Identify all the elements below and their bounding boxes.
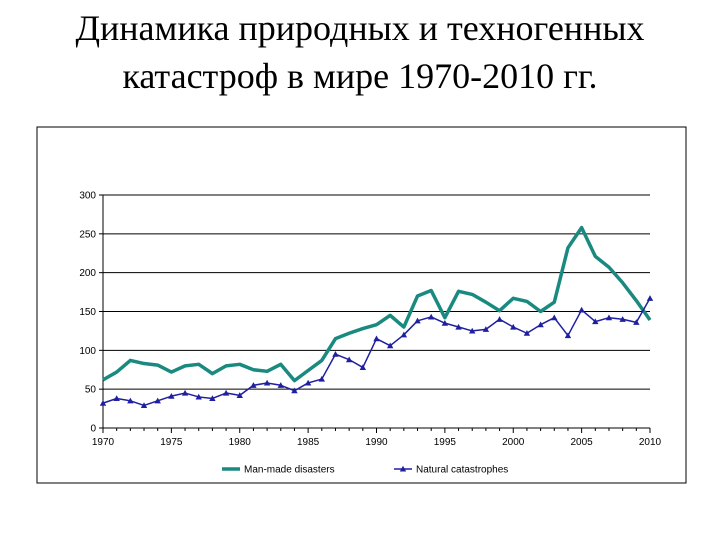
series-2-point-1992 [400, 331, 408, 338]
series-2-point-1979 [222, 389, 230, 396]
x-tick-label-1980: 1980 [229, 437, 252, 448]
series-2-point-1989 [359, 364, 367, 370]
series-2-point-1982 [263, 379, 271, 386]
series-2-point-2003 [551, 314, 558, 321]
y-tick-label-50: 50 [85, 385, 97, 396]
series-2-point-1986 [318, 375, 325, 382]
series-2-point-2004 [564, 332, 572, 339]
x-tick-label-2000: 2000 [502, 437, 525, 448]
chart-title-line-1: Динамика природных и техногенных [75, 8, 645, 48]
x-tick-label-1985: 1985 [297, 437, 320, 448]
series-2-point-1993 [414, 317, 421, 324]
series-2-point-1983 [277, 382, 284, 388]
y-tick-label-150: 150 [79, 307, 96, 318]
series-2-point-1990 [373, 335, 380, 342]
series-2-point-1998 [482, 326, 490, 332]
chart-title-line-2: катастроф в мире 1970-2010 гг. [122, 56, 598, 96]
series-2-point-2002 [537, 321, 544, 328]
series-2-point-1981 [250, 382, 257, 388]
series-2-point-1994 [428, 313, 435, 320]
gridlines [103, 194, 650, 390]
series-2-point-1972 [127, 397, 134, 404]
x-tick-label-2005: 2005 [571, 437, 594, 448]
x-tick-label-1990: 1990 [365, 437, 388, 448]
x-tick-labels: 1970 1975 1980 1985 1990 1995 2000 2005 2010 [92, 437, 662, 448]
series-2-point-1985 [304, 379, 312, 386]
series-2-point-1999 [496, 316, 503, 322]
series-2-point-2005 [578, 306, 585, 313]
y-tick-label-300: 300 [79, 191, 96, 202]
y-tick-label-100: 100 [79, 346, 96, 357]
series-2-point-1996 [455, 323, 462, 330]
series-2-point-1984 [291, 387, 298, 394]
legend-label-1: Man-made disasters [244, 465, 335, 476]
series-2-point-1978 [209, 395, 216, 402]
series-2-point-1988 [345, 356, 353, 363]
legend-marker-2 [399, 465, 407, 472]
series-2-point-1975 [168, 392, 175, 399]
y-tick-labels: 0 50 100 150 200 250 300 [79, 191, 96, 435]
chart-title: Динамика природных и техногенных катастр… [0, 4, 720, 100]
series-line-1 [102, 225, 652, 383]
y-tick-label-0: 0 [90, 424, 96, 435]
series-2-point-1995 [441, 319, 449, 326]
series-2-point-1991 [386, 342, 394, 349]
y-tick-label-250: 250 [79, 229, 96, 240]
chart-area-border [36, 126, 687, 484]
x-tick-label-2010: 2010 [639, 437, 662, 448]
series-2-point-1980 [236, 392, 243, 398]
series-2-point-2001 [523, 330, 531, 336]
series-2-point-2008 [619, 316, 626, 322]
series-2-point-1987 [332, 351, 339, 357]
series-2-point-1971 [113, 395, 120, 402]
series-2-point-1974 [154, 397, 161, 404]
series-2-point-1973 [140, 402, 148, 409]
y-tick-label-200: 200 [79, 268, 96, 279]
series-2-point-2006 [592, 318, 599, 325]
series-2-point-1997 [469, 327, 476, 334]
legend-label-2: Natural catastrophes [416, 465, 508, 476]
axes [99, 194, 651, 433]
x-tick-label-1970: 1970 [92, 437, 115, 448]
series-2-point-2007 [605, 314, 613, 321]
series-group [99, 225, 654, 409]
series-2-point-2000 [510, 323, 517, 330]
legend: Man-made disasters Natural catastrophes [222, 465, 508, 476]
series-2-point-1970 [99, 399, 107, 406]
x-tick-label-1975: 1975 [160, 437, 183, 448]
series-2-point-1976 [181, 389, 189, 396]
series-2-point-2009 [633, 319, 640, 325]
series-2-point-2010 [646, 295, 654, 301]
x-tick-label-1995: 1995 [434, 437, 457, 448]
series-2-point-1977 [195, 393, 202, 400]
